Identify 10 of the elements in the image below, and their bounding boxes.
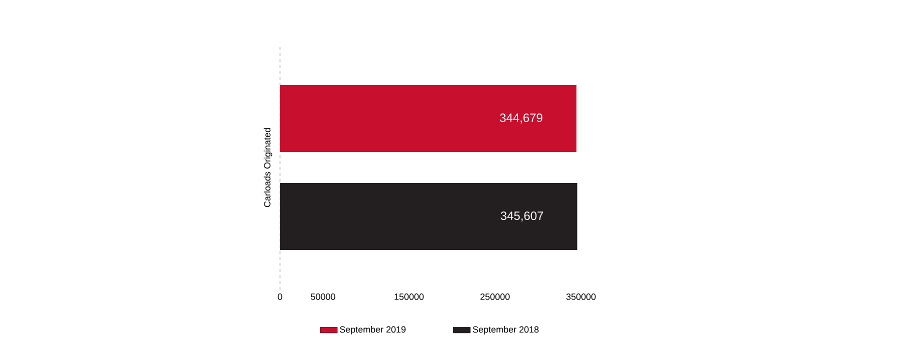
x-tick-label: 50000: [310, 294, 336, 300]
x-tick-label: 350000: [566, 294, 596, 300]
x-tick-label: 0: [278, 294, 282, 300]
legend-label: September 2018: [472, 326, 539, 334]
legend-label: September 2019: [340, 326, 406, 334]
data-label: 344,679: [500, 114, 542, 124]
y-tick-label: Carloads Originated: [264, 128, 272, 208]
data-label: 345,607: [500, 212, 544, 222]
x-tick-label: 150000: [394, 294, 424, 300]
x-tick-label: 250000: [480, 294, 510, 300]
